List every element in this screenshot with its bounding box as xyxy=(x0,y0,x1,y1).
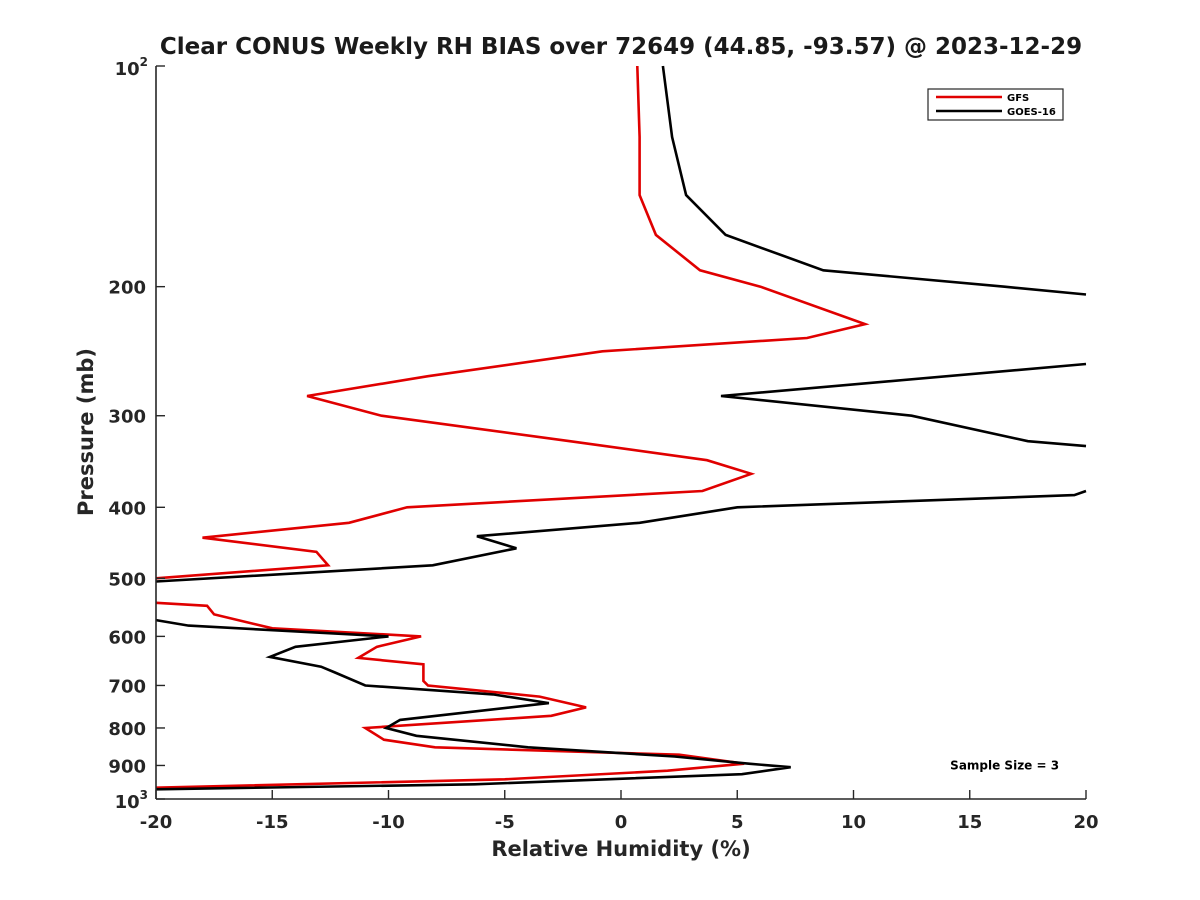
y-axis-label: Pressure (mb) xyxy=(74,348,98,516)
y-tick-label-power: 103 xyxy=(115,788,148,813)
legend: GFS GOES-16 xyxy=(927,88,1064,121)
x-tick-label: 20 xyxy=(1073,812,1098,833)
series-line-goes-16 xyxy=(155,65,1087,791)
x-tick-label: -10 xyxy=(372,812,405,833)
sample-size-annotation: Sample Size = 3 xyxy=(950,758,1059,772)
y-ticks: 200 300 400 500 600 700 800 900 102 103 xyxy=(108,55,165,813)
plot-area: -20 -15 -10 -5 0 5 10 15 20 200 300 400 500 600 700 80… xyxy=(108,55,1098,833)
x-tick-label: 10 xyxy=(841,812,866,833)
y-tick-label: 900 xyxy=(108,756,146,777)
x-axis-label: Relative Humidity (%) xyxy=(491,837,750,861)
x-tick-label: -5 xyxy=(495,812,515,833)
x-tick-label: 0 xyxy=(615,812,628,833)
y-tick-label-power: 102 xyxy=(115,55,148,80)
y-tick-label: 200 xyxy=(108,278,146,299)
plot-background xyxy=(156,66,1086,799)
chart-title: Clear CONUS Weekly RH BIAS over 72649 (4… xyxy=(160,34,1082,60)
legend-label-gfs: GFS xyxy=(1007,93,1029,104)
x-tick-label: -20 xyxy=(140,812,173,833)
y-tick-label: 500 xyxy=(108,569,146,590)
annotations: Sample Size = 3 xyxy=(950,758,1059,772)
x-tick-label: 15 xyxy=(957,812,982,833)
y-tick-label: 800 xyxy=(108,719,146,740)
x-tick-label: -15 xyxy=(256,812,289,833)
x-ticks: -20 -15 -10 -5 0 5 10 15 20 xyxy=(140,790,1099,833)
legend-label-goes-16: GOES-16 xyxy=(1007,107,1056,118)
legend-box xyxy=(927,88,1064,121)
x-tick-label: 5 xyxy=(731,812,744,833)
y-tick-label: 300 xyxy=(108,407,146,428)
series-layer xyxy=(155,65,1087,791)
y-tick-label: 600 xyxy=(108,627,146,648)
y-tick-label: 400 xyxy=(108,498,146,519)
y-tick-label: 700 xyxy=(108,676,146,697)
